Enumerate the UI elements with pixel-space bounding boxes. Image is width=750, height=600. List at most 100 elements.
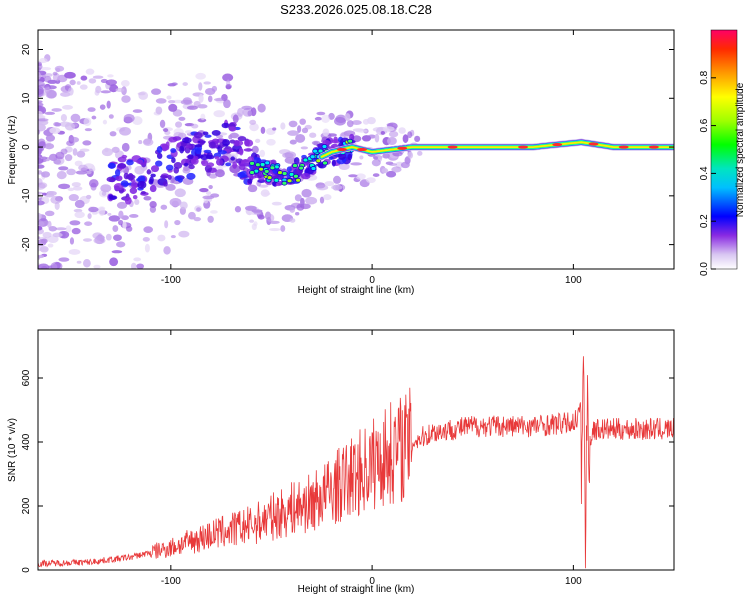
spectrogram-scatter-blob [299, 118, 306, 125]
spectrogram-core-blob [185, 144, 192, 149]
spectrogram-peak-blob [249, 170, 255, 175]
spectrogram-scatter-blob [72, 148, 78, 156]
spectrogram-scatter-blob [300, 197, 305, 207]
spectrogram-ridge-peak [552, 143, 563, 147]
spectrogram-scatter-blob [251, 223, 257, 231]
spectrogram-scatter-blob [40, 218, 47, 222]
spectrogram-scatter-blob [180, 99, 193, 105]
spectrogram-scatter-blob [257, 214, 265, 220]
spectrogram-scatter-blob [102, 119, 108, 125]
spectrogram-scatter-blob [348, 174, 358, 178]
spectrogram-scatter-blob [241, 105, 253, 110]
spectrogram-scatter-blob [198, 82, 203, 91]
spectrogram-scatter-blob [213, 110, 225, 118]
spectrogram-scatter-blob [38, 102, 44, 107]
spectrogram-scatter-blob [38, 225, 43, 231]
spectrogram-scatter-blob [55, 227, 67, 231]
spectrogram-scatter-blob [47, 235, 59, 243]
spectrogram-scatter-blob [79, 148, 90, 152]
spectrogram-scatter-blob [289, 218, 296, 223]
spectrogram-scatter-blob [417, 150, 423, 156]
spectrogram-scatter-blob [70, 113, 81, 123]
spectrogram-scatter-blob [136, 263, 144, 269]
spectrogram-scatter-blob [351, 120, 362, 125]
spectrogram-core-blob [347, 153, 353, 161]
spectrogram-scatter-blob [56, 171, 67, 180]
spectrogram-scatter-blob [134, 199, 140, 206]
spectrogram-core-blob [136, 159, 144, 164]
spectrogram-scatter-blob [151, 88, 162, 95]
spectrogram-scatter-blob [142, 138, 154, 146]
spectrogram-scatter-blob [79, 84, 88, 90]
spectrogram-scatter-blob [249, 123, 259, 132]
spectrogram-scatter-blob [386, 170, 397, 178]
spectrogram-y-tick-label: -20 [21, 237, 32, 252]
spectrogram-scatter-blob [183, 165, 190, 172]
spectrogram-scatter-blob [38, 144, 43, 153]
spectrogram-scatter-blob [247, 184, 258, 193]
spectrogram-scatter-blob [215, 169, 225, 178]
spectrogram-peak-blob [269, 165, 276, 171]
spectrogram-peak-blob [347, 138, 354, 144]
spectrogram-core-blob [293, 157, 300, 165]
spectrogram-scatter-blob [67, 87, 74, 96]
spectrogram-scatter-blob [78, 164, 88, 171]
spectrogram-scatter-blob [295, 133, 306, 143]
spectrogram-scatter-blob [203, 81, 211, 85]
spectrogram-ridge-peak [336, 147, 347, 152]
spectrogram-scatter-blob [155, 106, 163, 115]
spectrogram-core-blob [328, 156, 334, 161]
spectrogram-scatter-blob [225, 84, 232, 89]
spectrogram-peak-blob [321, 144, 328, 149]
snr-y-tick-label: 400 [21, 433, 32, 450]
spectrogram-scatter-blob [301, 188, 312, 198]
snr-y-tick-label: 200 [21, 497, 32, 514]
spectrogram-scatter-blob [38, 115, 46, 119]
snr-x-tick-label: -100 [161, 576, 181, 587]
spectrogram-scatter-blob [67, 187, 75, 192]
spectrogram-scatter-blob [254, 138, 261, 144]
spectrogram-scatter-blob [319, 196, 325, 204]
spectrogram-scatter-blob [88, 167, 96, 172]
spectrogram-peak-blob [298, 165, 305, 171]
spectrogram-scatter-blob [223, 99, 231, 109]
spectrogram-scatter-blob [69, 79, 76, 86]
spectrogram-scatter-blob [132, 109, 143, 113]
spectrogram-scatter-blob [93, 237, 106, 245]
spectrogram-scatter-blob [305, 196, 318, 205]
spectrogram-scatter-blob [52, 71, 58, 76]
spectrogram-scatter-blob [359, 155, 364, 160]
spectrogram-core-blob [200, 154, 209, 161]
spectrogram-scatter-blob [129, 214, 139, 218]
spectrogram-scatter-blob [47, 79, 58, 84]
spectrogram-core-blob [161, 144, 168, 152]
spectrogram-scatter-blob [85, 170, 92, 175]
spectrogram-scatter-blob [91, 115, 97, 120]
spectrogram-scatter-blob [174, 219, 181, 226]
spectrogram-scatter-blob [169, 198, 182, 207]
spectrogram-core-blob [148, 178, 154, 185]
spectrogram-scatter-blob [280, 122, 286, 130]
spectrogram-scatter-blob [414, 135, 421, 142]
spectrogram-y-ticks: 20 10 0 -10 -20 [21, 44, 674, 252]
spectrogram-scatter-blob [174, 188, 186, 198]
spectrogram-scatter-blob [38, 100, 43, 104]
spectrogram-scatter-blob [159, 119, 166, 128]
spectrogram-core-blob [205, 154, 215, 160]
spectrogram-scatter-blob [74, 211, 85, 219]
spectrogram-peak-blob [292, 163, 298, 169]
spectrogram-ridge-peak [588, 142, 599, 146]
spectrogram-scatter-blob [271, 201, 282, 206]
spectrogram-scatter-blob [49, 127, 61, 134]
spectrogram-y-tick-label: 20 [21, 44, 32, 56]
spectrogram-scatter-blob [38, 263, 50, 269]
spectrogram-scatter-blob [52, 232, 63, 238]
spectrogram-scatter-blob [44, 210, 55, 217]
spectrogram-scatter-blob [182, 82, 188, 86]
spectrogram-peak-blob [309, 154, 316, 160]
spectrogram-scatter-blob [266, 213, 275, 223]
spectrogram-core-blob [132, 194, 138, 200]
spectrogram-scatter-blob [362, 118, 370, 125]
spectrogram-scatter-blob [289, 206, 296, 213]
spectrogram-core-blob [160, 175, 168, 179]
